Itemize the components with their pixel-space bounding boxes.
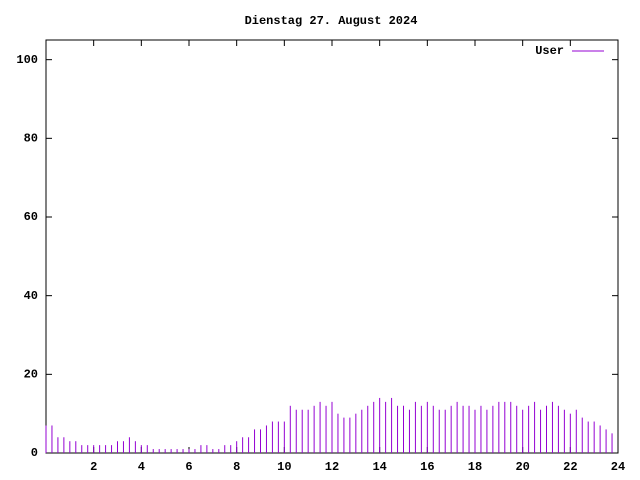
x-tick-label: 16 — [420, 460, 434, 474]
legend-label: User — [535, 44, 564, 58]
x-tick-label: 20 — [515, 460, 529, 474]
x-tick-label: 10 — [277, 460, 291, 474]
x-tick-label: 14 — [372, 460, 386, 474]
y-tick-label: 80 — [24, 132, 38, 146]
y-tick-label: 60 — [24, 210, 38, 224]
x-tick-label: 4 — [138, 460, 145, 474]
y-tick-label: 0 — [31, 446, 38, 460]
x-tick-label: 6 — [185, 460, 192, 474]
y-tick-label: 100 — [16, 53, 38, 67]
chart-title: Dienstag 27. August 2024 — [245, 14, 418, 28]
x-tick-label: 22 — [563, 460, 577, 474]
x-tick-label: 2 — [90, 460, 97, 474]
y-tick-label: 40 — [24, 289, 38, 303]
x-tick-label: 12 — [325, 460, 339, 474]
y-tick-label: 20 — [24, 368, 38, 382]
x-tick-label: 18 — [468, 460, 482, 474]
x-tick-label: 8 — [233, 460, 240, 474]
x-tick-label: 24 — [611, 460, 625, 474]
